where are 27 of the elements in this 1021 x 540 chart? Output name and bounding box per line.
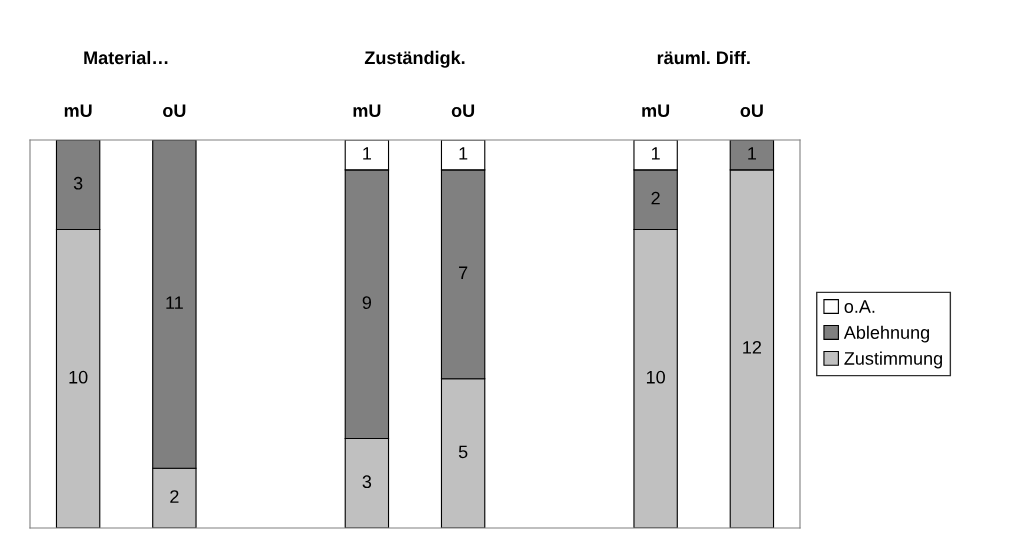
text: Zuständigk. xyxy=(364,50,465,68)
data-label: 7 xyxy=(459,266,468,279)
data-label: 2 xyxy=(170,490,179,503)
data-label: 1 xyxy=(748,147,757,160)
legend-label: Ablehnung xyxy=(843,325,929,343)
data-label: 12 xyxy=(743,340,762,354)
data-label: 3 xyxy=(362,475,372,489)
x-tick-label: oU xyxy=(451,104,475,117)
text: räuml. Diff. xyxy=(657,50,750,65)
data-label: 10 xyxy=(69,370,88,384)
x-tick-label: oU xyxy=(163,104,186,117)
legend-label: o.A. xyxy=(844,300,875,313)
data-label: 1 xyxy=(651,147,660,160)
data-label: 11 xyxy=(166,296,183,309)
x-tick-label: oU xyxy=(740,104,763,117)
x-tick-label: mU xyxy=(353,104,381,117)
x-tick-label: mU xyxy=(642,104,670,117)
data-label: 3 xyxy=(73,176,83,190)
data-label: 9 xyxy=(362,296,372,309)
x-tick-label: mU xyxy=(64,104,92,117)
text: Material… xyxy=(84,50,168,65)
data-label: 1 xyxy=(363,147,372,160)
legend-label: Zustimmung xyxy=(844,351,942,369)
data-label: 10 xyxy=(646,370,665,384)
data-label: 1 xyxy=(459,147,468,160)
data-label: 5 xyxy=(458,445,468,459)
data-label: 2 xyxy=(651,191,660,205)
